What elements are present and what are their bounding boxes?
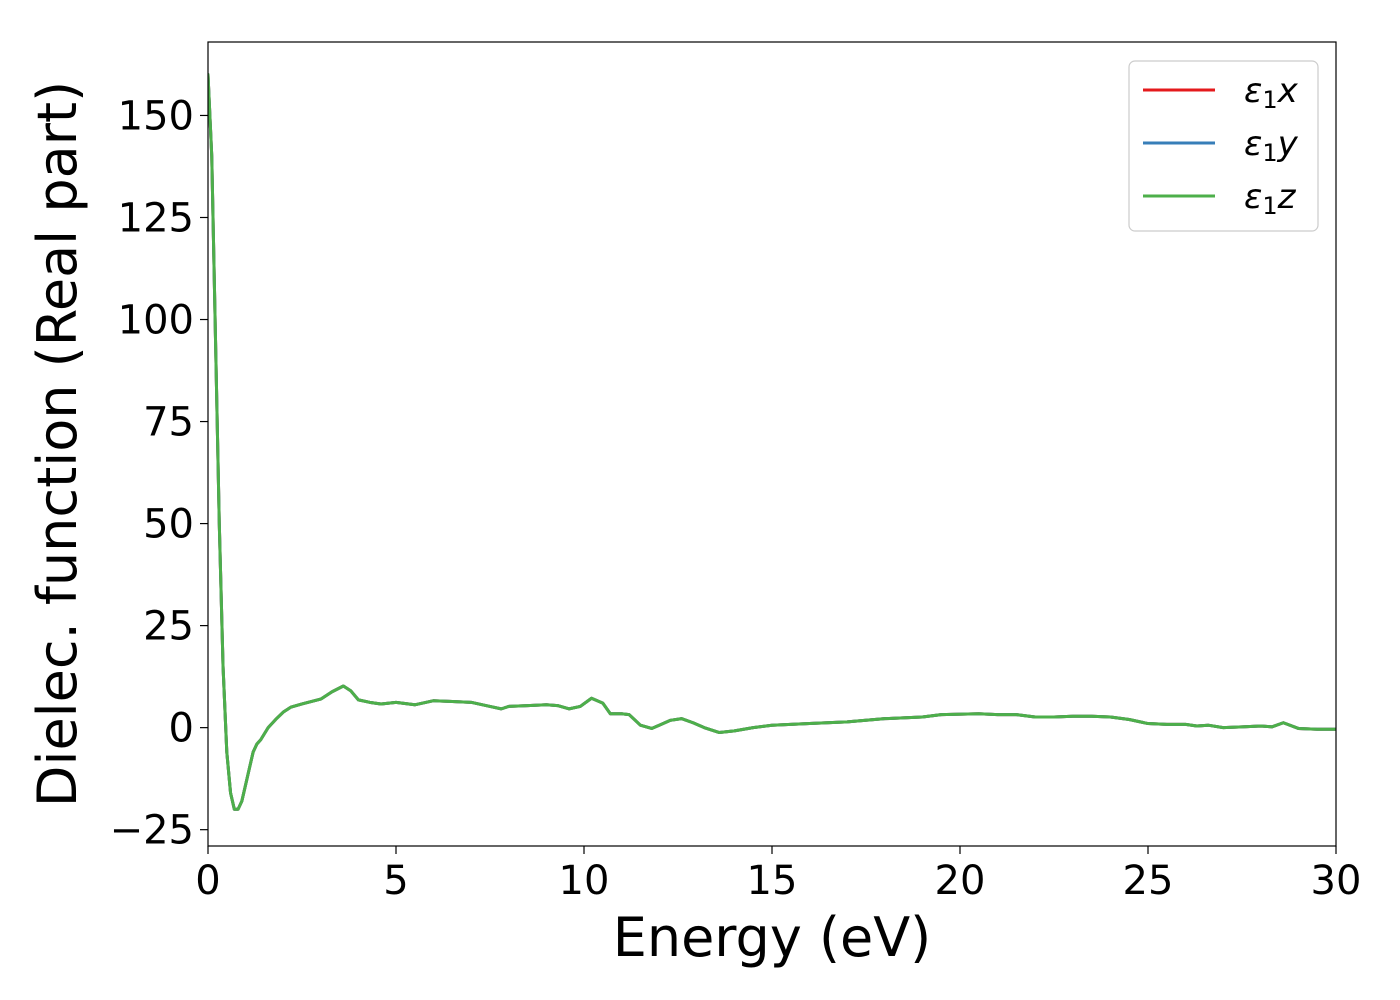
- legend-label-y: ε1y: [1244, 124, 1299, 167]
- series-layer: [208, 73, 1336, 811]
- legend: ε1x ε1y ε1z: [1128, 60, 1319, 232]
- x-tick-label: 10: [559, 858, 610, 904]
- y-tick-label: 150: [118, 93, 194, 139]
- legend-box: [1128, 60, 1319, 232]
- y-axis-title: Dielec. function (Real part): [26, 81, 89, 807]
- series-line-z: [208, 73, 1336, 811]
- x-tick-label: 20: [935, 858, 986, 904]
- y-tick-label: 0: [169, 706, 194, 752]
- y-tick-label: 125: [118, 195, 194, 241]
- y-tick-label: 100: [118, 298, 194, 344]
- y-tick-label: 50: [143, 502, 194, 548]
- x-tick-label: 5: [383, 858, 408, 904]
- x-tick-label: 0: [195, 858, 220, 904]
- legend-label-z: ε1z: [1244, 177, 1297, 220]
- y-axis-ticks: −25 0 25 50 75 100 125 150: [110, 93, 208, 854]
- x-axis-title: Energy (eV): [613, 906, 932, 969]
- x-tick-label: 15: [747, 858, 798, 904]
- x-axis-ticks: 0 5 10 15 20 25 30: [195, 846, 1361, 904]
- legend-label-x: ε1x: [1244, 71, 1299, 114]
- y-tick-label: 25: [143, 604, 194, 650]
- x-tick-label: 25: [1123, 858, 1174, 904]
- x-tick-label: 30: [1311, 858, 1362, 904]
- y-tick-label: 75: [143, 400, 194, 446]
- y-tick-label: −25: [110, 808, 194, 854]
